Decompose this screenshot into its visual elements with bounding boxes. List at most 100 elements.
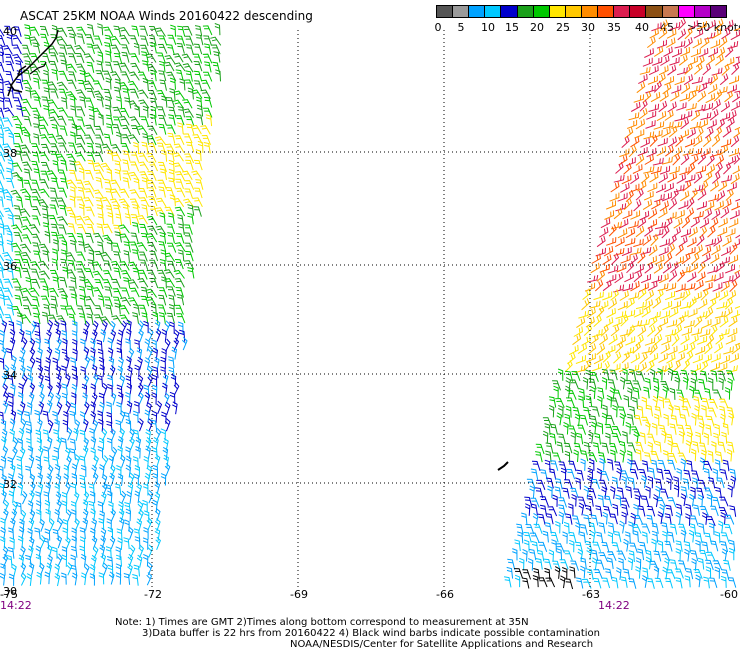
wind-barb (667, 367, 674, 381)
wind-barb (128, 472, 135, 486)
wind-barb (590, 514, 599, 526)
wind-barb (729, 209, 740, 220)
wind-barb (596, 270, 606, 282)
wind-barb (52, 160, 59, 172)
wind-barb (630, 101, 641, 112)
wind-barb (197, 140, 204, 153)
wind-barb (90, 383, 96, 397)
wind-barb (55, 36, 68, 46)
wind-barb (69, 95, 76, 108)
wind-barb (714, 423, 721, 436)
wind-barb (555, 543, 565, 554)
wind-barb (591, 362, 602, 372)
wind-barb (609, 513, 618, 525)
wind-barb (710, 370, 718, 382)
wind-barb (42, 213, 50, 226)
wind-barb (18, 382, 24, 396)
wind-barb (89, 564, 96, 577)
wind-barb (666, 353, 676, 364)
wind-barb (710, 253, 720, 264)
wind-barb (700, 370, 708, 382)
wind-barb (606, 394, 613, 408)
wind-barb (677, 28, 687, 41)
wind-barb (146, 179, 157, 190)
wind-barb (133, 42, 140, 55)
wind-barb (91, 392, 98, 406)
wind-barb (21, 267, 31, 279)
wind-barb (677, 452, 688, 463)
wind-barb (174, 206, 186, 217)
wind-barb (596, 531, 604, 544)
wind-barb (94, 169, 105, 180)
longitude-label: -66 (436, 588, 454, 601)
wind-barb (580, 450, 589, 462)
wind-barb (696, 201, 707, 210)
wind-barb (667, 439, 673, 453)
wind-barb (187, 267, 195, 279)
wind-barb (716, 86, 728, 95)
wind-barb (136, 242, 148, 252)
wind-barb (663, 361, 673, 373)
wind-barb (45, 357, 51, 370)
wind-barb (684, 541, 691, 553)
wind-barb (555, 521, 561, 534)
wind-barb (8, 132, 15, 145)
wind-barb (71, 330, 78, 343)
wind-barb (31, 143, 41, 154)
wind-barb (50, 295, 58, 307)
wind-barb (93, 152, 104, 163)
wind-barb (115, 554, 122, 567)
wind-barb (52, 546, 58, 559)
wind-barb (94, 134, 104, 145)
wind-barb (645, 556, 652, 570)
wind-barb (67, 259, 76, 271)
wind-barb (177, 122, 184, 135)
wind-barb (155, 328, 162, 342)
wind-barb (719, 112, 731, 122)
wind-barb (531, 540, 539, 553)
wind-barb (714, 342, 724, 354)
wind-barb (713, 89, 723, 102)
island-marker (497, 461, 509, 471)
wind-barb (516, 523, 524, 535)
wind-barb (542, 530, 549, 543)
wind-barb (66, 79, 77, 90)
wind-barb (86, 61, 95, 73)
wind-barb (174, 135, 185, 146)
wind-barb (121, 51, 130, 63)
wind-barb (149, 42, 157, 54)
wind-barb (625, 157, 636, 167)
wind-barb (43, 456, 51, 469)
wind-barb (37, 116, 49, 126)
wind-barb (691, 470, 700, 481)
wind-barb (681, 327, 692, 336)
wind-barb (652, 56, 663, 66)
wind-barb (78, 167, 85, 180)
wind-barb (643, 166, 655, 174)
wind-barb (622, 209, 633, 220)
wind-barb (113, 224, 122, 236)
wind-barb (49, 204, 58, 216)
wind-barb (667, 136, 677, 148)
wind-barb (621, 503, 629, 516)
wind-barb (144, 338, 151, 352)
wind-barb (724, 514, 735, 525)
wind-barb (122, 88, 130, 100)
wind-barb (58, 44, 68, 55)
wind-barb (703, 171, 713, 183)
wind-barb (107, 383, 113, 397)
wind-barb (727, 484, 733, 498)
wind-barb (722, 198, 732, 210)
wind-barb (664, 182, 674, 193)
wind-barb (37, 347, 43, 361)
wind-barb (544, 522, 552, 534)
wind-barb (127, 365, 133, 379)
wind-barb (693, 568, 703, 579)
wind-barb (684, 548, 690, 562)
wind-barb (71, 123, 78, 136)
wind-barb (655, 478, 663, 490)
wind-barb (158, 294, 167, 306)
wind-barb (672, 226, 681, 238)
wind-barb (112, 296, 122, 308)
wind-barb (661, 156, 673, 165)
